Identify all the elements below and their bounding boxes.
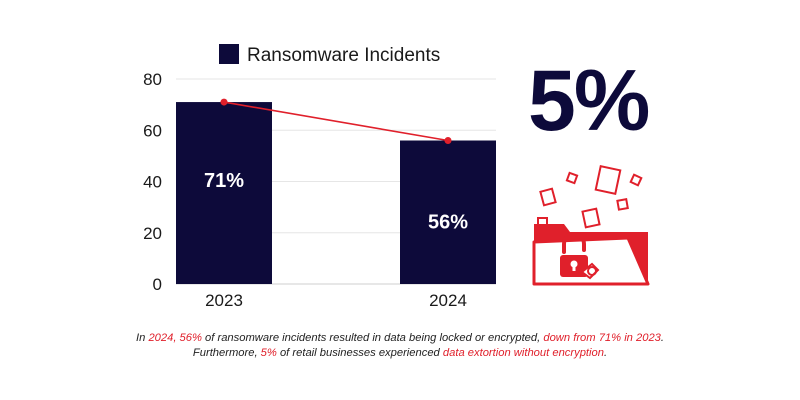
trend-point: [444, 137, 452, 144]
x-tick-label: 2023: [205, 291, 243, 310]
legend: Ransomware Incidents: [219, 44, 440, 66]
y-tick-label: 80: [143, 70, 162, 89]
y-tick-label: 20: [143, 224, 162, 243]
x-axis-ticks: 2023 2024: [205, 291, 467, 310]
legend-label: Ransomware Incidents: [247, 45, 440, 66]
trend-line: [220, 98, 452, 144]
caption-highlight-3: 5%: [260, 347, 277, 359]
bars: 71% 56%: [176, 102, 496, 284]
x-tick-label: 2024: [429, 291, 467, 310]
caption-highlight-4: data extortion without encryption: [442, 347, 604, 359]
trend-point: [220, 98, 228, 106]
caption-highlight-1: 2024, 56%: [148, 332, 202, 344]
trend-line-path: [223, 101, 449, 142]
caption-text-5: .: [603, 347, 608, 359]
bar-chart: 0 20 40 60 80 71% 56% 2023 2024 Ransomware Inc…: [143, 44, 496, 310]
caption-text-1: In: [135, 332, 149, 344]
caption-highlight-2: down from 71% in 2023: [543, 332, 661, 344]
caption: In 2024, 56% of ransomware incidents res…: [120, 331, 680, 361]
caption-text-4: of retail businesses experienced: [276, 347, 443, 359]
legend-swatch: [219, 44, 239, 64]
y-tick-label: 40: [143, 173, 162, 192]
bar-value-label: 56%: [428, 211, 468, 233]
y-tick-label: 60: [143, 121, 162, 140]
broken-lock-folder-icon: [532, 164, 650, 286]
bar: [176, 102, 272, 284]
bar-value-label: 71%: [204, 170, 244, 192]
caption-text-2: of ransomware incidents resulted in data…: [201, 332, 544, 344]
y-tick-label: 0: [153, 275, 162, 294]
stat-value: 5%: [528, 53, 650, 149]
caption-text-3: . Furthermore,: [192, 332, 665, 359]
bar: [400, 140, 496, 284]
y-axis-ticks: 0 20 40 60 80: [143, 70, 162, 294]
